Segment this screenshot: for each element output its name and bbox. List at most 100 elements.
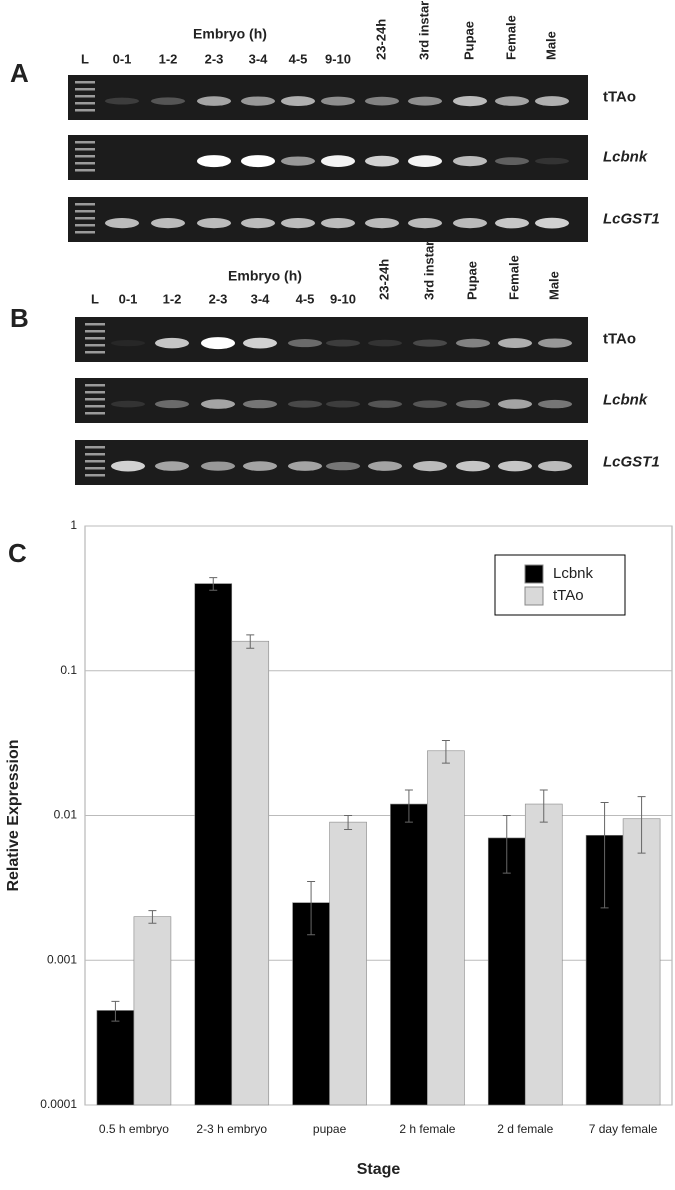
ladder-band (85, 384, 105, 387)
bar (390, 803, 428, 1106)
ladder-band (85, 391, 105, 394)
gel-band (155, 337, 189, 349)
ladder-band (85, 344, 105, 347)
lane-label: Pupae (461, 21, 476, 60)
lane-label: L (91, 291, 99, 306)
ladder-band (85, 446, 105, 449)
bar (622, 818, 661, 1106)
gel-band (201, 461, 235, 471)
gel-band (111, 339, 145, 347)
x-tick-label: 7 day female (589, 1122, 658, 1136)
ladder-band (75, 81, 95, 84)
lane-label: 0-1 (119, 291, 138, 306)
gene-label: tTAo (603, 330, 636, 347)
lane-label: 3-4 (249, 51, 269, 66)
ladder-band (85, 398, 105, 401)
gel-band (368, 461, 402, 471)
gel-band (498, 460, 532, 472)
ladder-band (75, 231, 95, 234)
y-axis-label: Relative Expression (5, 739, 22, 891)
group-label: Embryo (h) (193, 26, 267, 42)
lane-label: 9-10 (325, 51, 351, 66)
gel-strip (75, 440, 588, 485)
ladder-band (75, 95, 95, 98)
error-bar (502, 815, 511, 874)
gel-band (321, 96, 355, 106)
ladder-band (75, 224, 95, 227)
gel-band (326, 339, 360, 347)
lane-label: Male (546, 271, 561, 300)
legend-box (494, 554, 626, 616)
error-bar (441, 739, 450, 764)
gene-label: tTAo (603, 88, 636, 105)
gel-band (495, 157, 529, 166)
gel-band (535, 217, 569, 229)
ladder-band (85, 330, 105, 333)
gel-band (281, 156, 315, 166)
lane-label: L (81, 51, 89, 66)
gel-band (368, 339, 402, 347)
x-tick-label: pupae (313, 1122, 347, 1136)
lane-label: 4-5 (289, 51, 308, 66)
panel-label: C (8, 538, 27, 568)
bar (194, 583, 233, 1106)
gel-band (241, 155, 275, 168)
ladder-band (75, 210, 95, 213)
gel-band (413, 461, 447, 472)
panel-label: A (10, 58, 29, 88)
lane-label: 2-3 (209, 291, 228, 306)
ladder-band (85, 453, 105, 456)
ladder-band (85, 460, 105, 463)
ladder-band (85, 351, 105, 354)
gel-band (365, 155, 399, 167)
legend-swatch (524, 586, 544, 606)
error-bar (637, 796, 646, 854)
y-tick-label: 0.1 (60, 663, 77, 677)
gene-label: LcGST1 (603, 453, 660, 470)
gene-label: Lcbnk (603, 148, 648, 165)
y-tick-label: 0.001 (47, 952, 77, 966)
gel-band (197, 155, 231, 168)
lane-label: 1-2 (159, 51, 178, 66)
gel-band (538, 461, 572, 472)
ladder-band (75, 141, 95, 144)
gel-band (281, 218, 315, 229)
ladder-band (85, 323, 105, 326)
gel-band (498, 338, 532, 349)
x-tick-label: 2 h female (399, 1122, 455, 1136)
gel-band (538, 399, 572, 409)
gel-band (365, 96, 399, 106)
gel-strip (75, 378, 588, 423)
gel-band (288, 461, 322, 471)
gel-band (326, 461, 360, 471)
gel-band (105, 97, 139, 105)
bar (96, 1010, 135, 1106)
gel-band (321, 218, 355, 229)
bar (427, 750, 465, 1106)
ladder-band (85, 474, 105, 477)
error-bar (344, 815, 353, 831)
gel-band (288, 400, 322, 408)
gel-band (197, 218, 231, 229)
gel-band (535, 96, 569, 107)
gel-band (243, 461, 277, 471)
gel-band (111, 460, 145, 472)
lane-label: Male (543, 31, 558, 60)
ladder-band (75, 155, 95, 158)
gel-band (408, 155, 442, 167)
gel-band (288, 339, 322, 348)
ladder-band (75, 162, 95, 165)
lane-label: 9-10 (330, 291, 356, 306)
legend-swatch (524, 564, 544, 584)
gel-band (151, 97, 185, 105)
gel-band (155, 461, 189, 471)
gene-label: Lcbnk (603, 391, 648, 408)
group-label: Embryo (h) (228, 268, 302, 284)
x-tick-label: 2-3 h embryo (196, 1122, 267, 1136)
gel-band (368, 400, 402, 408)
gel-band (456, 460, 490, 472)
y-tick-label: 0.01 (54, 808, 78, 822)
ladder-band (75, 203, 95, 206)
gene-label: LcGST1 (603, 210, 660, 227)
